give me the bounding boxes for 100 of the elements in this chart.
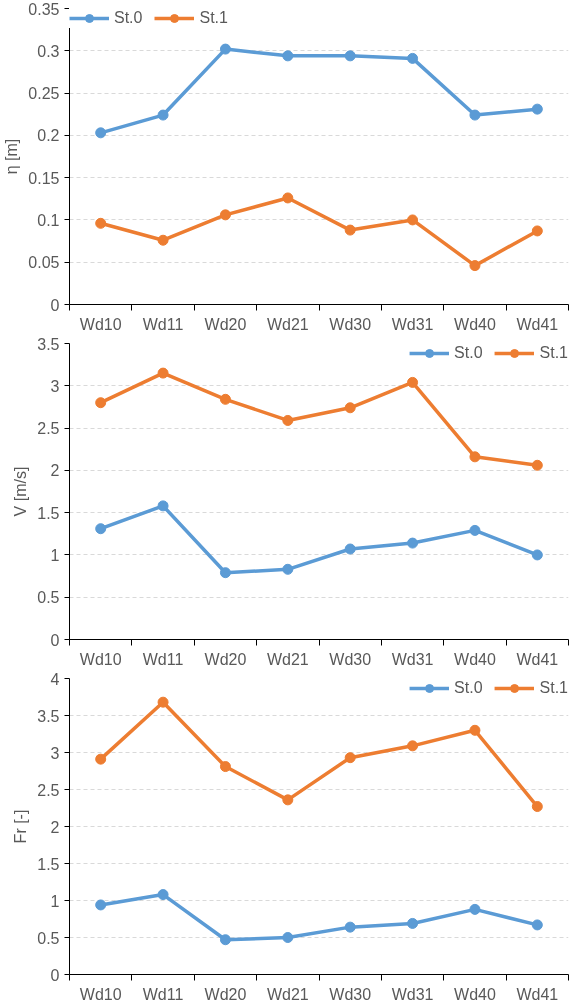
y-axis-title: η [m] xyxy=(3,138,21,175)
legend-label: St.0 xyxy=(114,9,143,27)
point xyxy=(407,917,419,929)
point xyxy=(157,367,169,379)
y-tick-label: 0.5 xyxy=(37,929,60,947)
point xyxy=(219,567,231,579)
point xyxy=(407,52,419,64)
legend-label: St.0 xyxy=(454,679,483,697)
point xyxy=(95,217,107,229)
point xyxy=(219,934,231,946)
point xyxy=(344,543,356,555)
x-tick-label: Wd20 xyxy=(204,315,247,333)
y-axis-title: Fr [-] xyxy=(12,809,30,844)
point xyxy=(95,127,107,139)
point xyxy=(469,260,481,272)
y-tick-label: 0 xyxy=(50,631,60,649)
y-tick-label: 0.2 xyxy=(37,127,60,145)
y-tick-label: 1 xyxy=(50,546,60,564)
x-tick-label: Wd30 xyxy=(329,315,372,333)
point xyxy=(469,451,481,463)
x-tick-label: Wd30 xyxy=(329,985,372,1003)
y-tick-label: 3.5 xyxy=(37,707,60,725)
x-tick-label: Wd31 xyxy=(391,985,434,1003)
y-tick-label: 0.05 xyxy=(28,254,60,272)
y-tick-label: 0 xyxy=(50,966,60,984)
point xyxy=(531,801,543,813)
point xyxy=(469,524,481,536)
legend-label: St.1 xyxy=(539,679,568,697)
x-tick-label: Wd40 xyxy=(454,985,496,1003)
point xyxy=(531,549,543,561)
legend-label: St.0 xyxy=(454,344,483,362)
y-tick-label: 3.5 xyxy=(37,335,60,353)
legend-label: St.1 xyxy=(199,9,228,27)
x-tick-label: Wd41 xyxy=(516,315,559,333)
point xyxy=(219,761,231,773)
point xyxy=(531,919,543,931)
legend-label: St.1 xyxy=(539,344,568,362)
point xyxy=(344,224,356,236)
point xyxy=(531,225,543,237)
x-tick-label: Wd11 xyxy=(142,985,184,1003)
y-tick-label: 1.5 xyxy=(37,504,60,522)
x-tick-label: Wd20 xyxy=(204,650,247,668)
y-tick-label: 3 xyxy=(50,744,60,762)
y-tick-label: 0.1 xyxy=(37,211,60,229)
x-tick-label: Wd11 xyxy=(142,650,184,668)
y-tick-label: 3 xyxy=(50,377,60,395)
x-tick-label: Wd41 xyxy=(516,650,559,668)
x-tick-label: Wd21 xyxy=(266,650,309,668)
y-tick-label: 2 xyxy=(50,462,60,480)
y-tick-label: 1 xyxy=(50,892,60,910)
x-tick-label: Wd41 xyxy=(516,985,559,1003)
point xyxy=(282,50,294,62)
point xyxy=(157,889,169,901)
point xyxy=(157,109,169,121)
y-tick-label: 4 xyxy=(50,670,60,688)
point xyxy=(95,753,107,765)
point xyxy=(531,459,543,471)
y-tick-label: 0.5 xyxy=(37,589,60,607)
x-tick-label: Wd21 xyxy=(266,315,309,333)
point xyxy=(282,932,294,943)
x-tick-label: Wd11 xyxy=(142,315,184,333)
point xyxy=(95,397,107,409)
point xyxy=(407,537,419,549)
point xyxy=(407,740,419,752)
y-tick-label: 0 xyxy=(50,296,60,314)
point xyxy=(469,903,481,915)
point xyxy=(469,109,481,121)
y-tick-label: 0.35 xyxy=(28,0,60,18)
point xyxy=(219,209,231,221)
x-tick-label: Wd31 xyxy=(391,315,434,333)
y-tick-label: 0.15 xyxy=(28,169,60,187)
point xyxy=(157,234,169,246)
point xyxy=(219,393,231,405)
point xyxy=(282,794,294,806)
x-tick-label: Wd10 xyxy=(79,315,122,333)
point xyxy=(344,50,356,62)
point xyxy=(407,376,419,388)
point xyxy=(344,921,356,933)
y-tick-label: 2.5 xyxy=(37,420,60,438)
point xyxy=(157,696,169,708)
point xyxy=(531,103,543,115)
x-tick-label: Wd10 xyxy=(79,985,122,1003)
y-axis-title: V [m/s] xyxy=(12,466,30,517)
y-tick-label: 0.3 xyxy=(37,42,60,60)
y-tick-label: 2.5 xyxy=(37,781,60,799)
y-tick-label: 2 xyxy=(50,818,60,836)
x-tick-label: Wd40 xyxy=(454,650,496,668)
y-tick-label: 0.25 xyxy=(28,85,60,103)
point xyxy=(469,724,481,736)
point xyxy=(282,192,294,204)
x-tick-label: Wd40 xyxy=(454,315,496,333)
point xyxy=(282,563,294,575)
point xyxy=(157,500,169,512)
point xyxy=(95,523,107,535)
x-tick-label: Wd10 xyxy=(79,650,122,668)
x-tick-label: Wd21 xyxy=(266,985,309,1003)
x-tick-label: Wd20 xyxy=(204,985,247,1003)
x-tick-label: Wd31 xyxy=(391,650,434,668)
point xyxy=(95,899,107,911)
point xyxy=(344,402,356,414)
